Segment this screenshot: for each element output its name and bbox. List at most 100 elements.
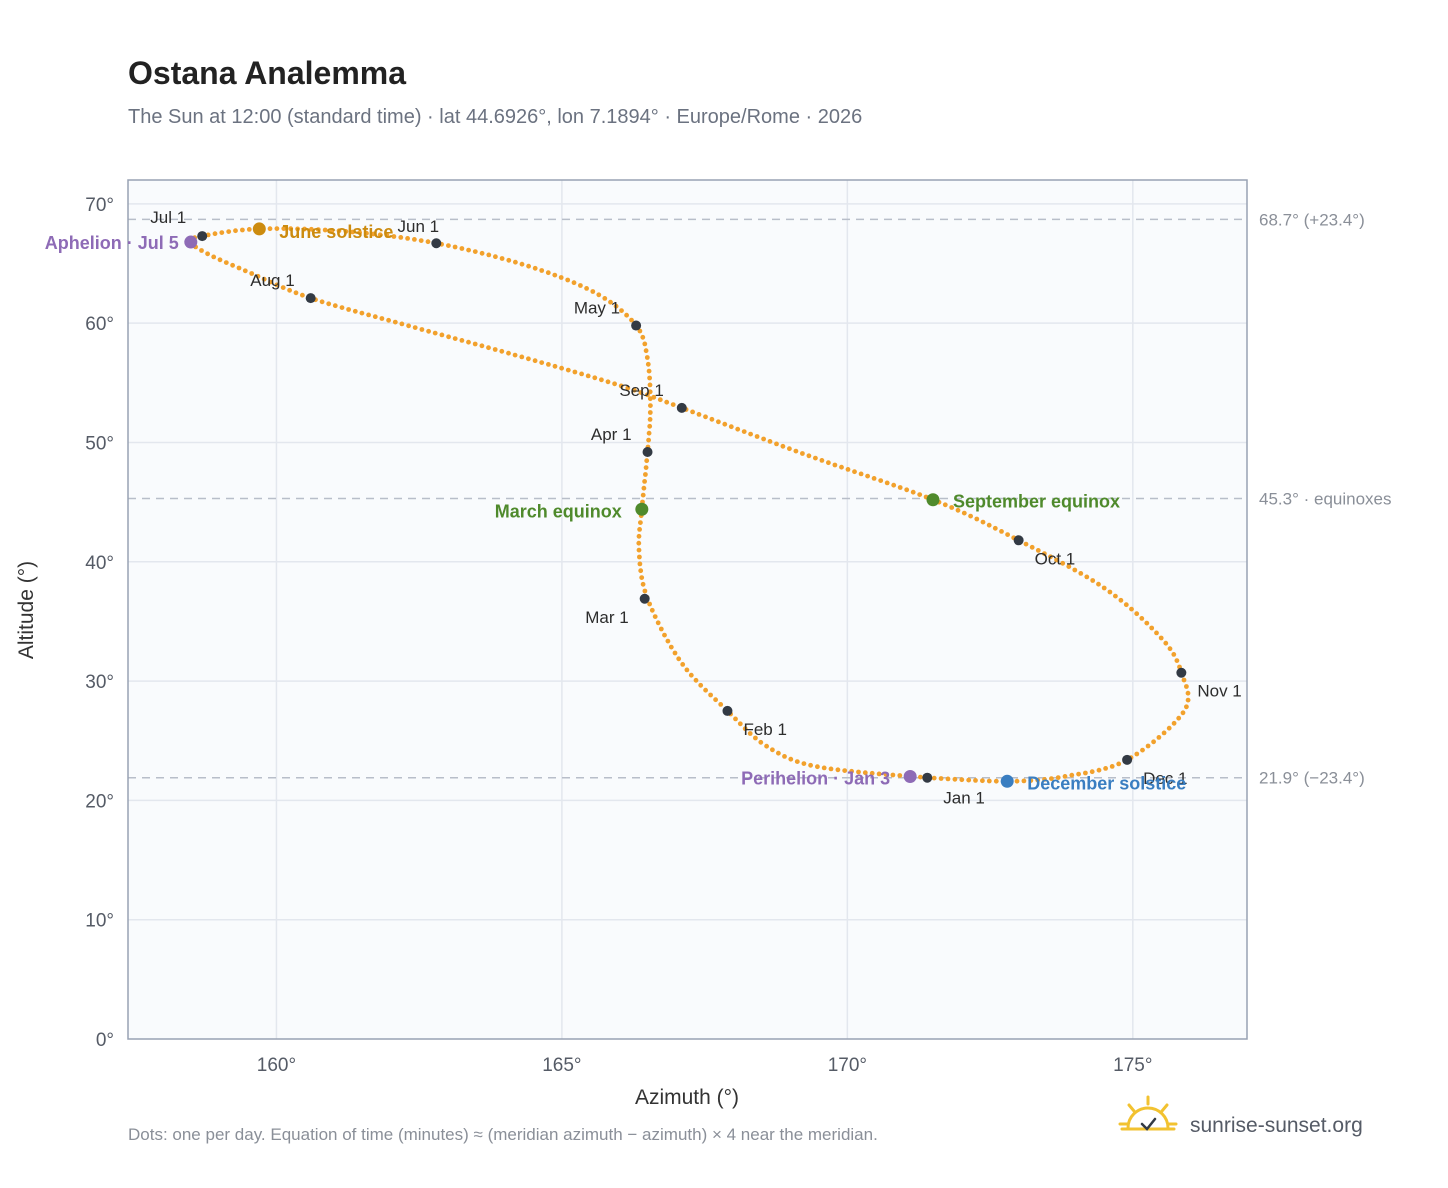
daily-dot — [1154, 630, 1159, 636]
daily-dot — [1149, 625, 1155, 631]
y-tick-label: 20° — [85, 791, 114, 812]
daily-dot — [992, 525, 998, 531]
daily-dot — [897, 773, 903, 778]
chart-subtitle: The Sun at 12:00 (standard time) · lat 4… — [128, 106, 862, 128]
daily-dot — [359, 310, 365, 316]
daily-dot — [625, 385, 631, 391]
daily-dot — [605, 379, 611, 385]
daily-dot — [646, 437, 651, 443]
daily-dot — [832, 462, 838, 468]
daily-dot — [646, 368, 652, 374]
daily-dot — [233, 228, 238, 234]
daily-dot — [452, 244, 458, 250]
daily-dot — [339, 305, 345, 310]
daily-dot — [1069, 772, 1075, 778]
event-markers: Aphelion · Jul 5 June solstice March equin… — [45, 222, 1187, 793]
daily-dot — [281, 226, 287, 232]
y-tick-label: 60° — [85, 314, 114, 335]
daily-dot — [980, 778, 985, 784]
daily-dot — [680, 662, 686, 667]
daily-dot — [242, 268, 248, 274]
month-marker — [305, 293, 316, 304]
event-label: March equinox — [495, 501, 622, 521]
daily-dot — [645, 392, 650, 398]
daily-dot — [274, 226, 280, 232]
daily-dot — [742, 726, 748, 732]
month-marker — [1013, 535, 1024, 546]
daily-dot — [637, 527, 642, 532]
daily-dot — [1113, 593, 1118, 599]
month-label: Jul 1 — [150, 208, 186, 227]
daily-dot — [637, 561, 643, 567]
daily-dot — [1176, 715, 1182, 721]
month-marker — [722, 705, 733, 716]
daily-dot — [668, 644, 674, 650]
daily-dot — [815, 764, 820, 770]
daily-dot — [274, 282, 280, 288]
daily-dot — [519, 261, 525, 267]
daily-dot — [649, 607, 655, 613]
event-label: Aphelion · Jul 5 — [45, 233, 179, 253]
reference-line-label: 45.3° · equinoxes — [1259, 490, 1392, 509]
daily-dot — [651, 394, 657, 400]
daily-dot — [693, 677, 699, 683]
daily-dot — [640, 581, 646, 587]
reference-line-label: 21.9° (−23.4°) — [1259, 769, 1365, 788]
x-axis-label: Azimuth (°) — [635, 1086, 739, 1109]
daily-dot — [350, 229, 356, 235]
daily-dot — [217, 257, 223, 263]
daily-dot — [703, 687, 708, 693]
daily-dot — [938, 776, 944, 781]
daily-dot — [1035, 548, 1041, 553]
daily-dot — [1158, 635, 1164, 641]
daily-dot — [486, 252, 492, 258]
daily-dot — [793, 448, 799, 454]
daily-dot — [728, 424, 734, 430]
daily-dot — [539, 268, 545, 273]
daily-dot — [255, 273, 261, 279]
daily-dot — [718, 702, 724, 707]
daily-dot — [794, 759, 800, 764]
daily-dot — [876, 771, 882, 777]
daily-dot — [439, 332, 445, 338]
daily-dot — [642, 588, 648, 594]
daily-dot — [931, 775, 937, 781]
daily-dot — [479, 343, 485, 349]
month-label: Sep 1 — [619, 381, 663, 400]
daily-dot — [346, 307, 351, 312]
daily-dot — [640, 334, 646, 340]
daily-dot — [869, 770, 875, 776]
daily-dot — [1090, 578, 1096, 583]
daily-dot — [319, 299, 325, 305]
daily-dot — [636, 533, 642, 539]
daily-dot — [579, 371, 584, 377]
daily-dot — [647, 389, 653, 395]
daily-dot — [1140, 747, 1145, 753]
x-axis-ticks: 160° 165° 170° 175° — [257, 1055, 1153, 1076]
daily-dot — [479, 250, 485, 256]
month-label: Mar 1 — [585, 608, 628, 627]
daily-dot — [788, 756, 794, 762]
daily-dot — [506, 257, 512, 263]
daily-dot — [878, 478, 884, 483]
daily-dot — [966, 777, 972, 783]
daily-dot — [399, 321, 405, 327]
daily-dot — [280, 285, 286, 290]
daily-dot — [499, 256, 505, 261]
daily-dot — [852, 469, 857, 475]
daily-dot — [640, 492, 646, 498]
daily-dot — [1078, 571, 1084, 576]
daily-dot — [357, 230, 362, 236]
daily-dot — [662, 632, 667, 638]
daily-dot — [1055, 775, 1061, 780]
x-tick-label: 160° — [257, 1055, 296, 1076]
daily-dot — [412, 237, 417, 242]
daily-dot — [1083, 770, 1088, 776]
daily-dot — [584, 286, 589, 291]
daily-dot — [1163, 640, 1169, 646]
daily-dot — [862, 770, 868, 776]
y-tick-label: 70° — [85, 195, 114, 216]
y-axis-label: Altitude (°) — [15, 561, 38, 659]
month-marker — [922, 772, 933, 783]
daily-dot — [379, 316, 385, 321]
